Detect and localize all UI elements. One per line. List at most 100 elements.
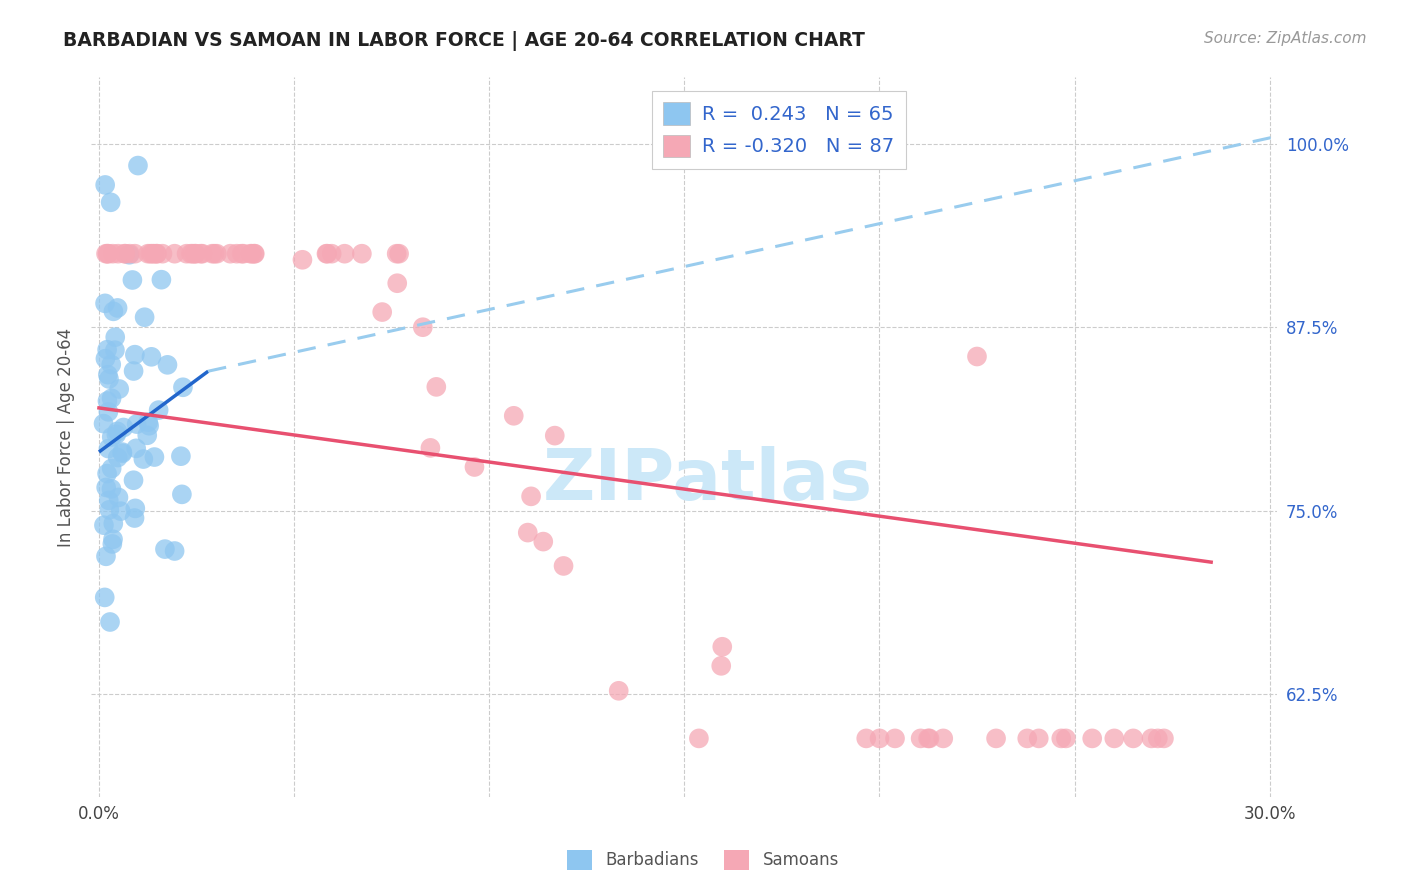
Point (385, 246, 408, 260)
Point (191, 246, 214, 260)
Point (103, 304, 125, 318)
Point (163, 246, 186, 260)
Point (1122, 731, 1144, 746)
Point (1104, 731, 1126, 746)
Point (918, 731, 941, 746)
Point (316, 246, 339, 260)
Point (108, 382, 131, 396)
Point (111, 446, 134, 460)
Point (141, 246, 163, 260)
Point (101, 537, 124, 551)
Point (136, 415, 159, 429)
Point (136, 246, 159, 260)
Point (419, 441, 441, 455)
Point (711, 640, 734, 654)
Point (94, 246, 117, 260)
Point (425, 380, 447, 394)
Point (184, 246, 207, 260)
Point (984, 731, 1007, 746)
Point (107, 301, 129, 315)
Point (170, 487, 193, 501)
Point (553, 558, 575, 573)
Point (180, 246, 202, 260)
Point (100, 392, 122, 406)
Point (855, 731, 877, 746)
Point (156, 358, 179, 372)
Point (138, 418, 160, 433)
Point (516, 525, 538, 540)
Text: ZIPatlas: ZIPatlas (543, 446, 873, 515)
Point (94, 351, 117, 366)
Point (387, 277, 409, 291)
Point (172, 380, 194, 394)
Point (107, 491, 129, 505)
Point (143, 246, 166, 260)
Point (333, 246, 356, 260)
Point (371, 305, 394, 319)
Point (388, 246, 411, 260)
Point (869, 731, 891, 746)
Point (134, 310, 156, 325)
Point (146, 246, 169, 260)
Point (112, 420, 135, 434)
Point (240, 246, 263, 260)
Point (190, 246, 212, 260)
Point (502, 409, 524, 423)
Point (136, 428, 159, 442)
Point (201, 246, 224, 260)
Point (107, 450, 129, 465)
Point (152, 246, 174, 260)
Point (315, 246, 337, 260)
Point (139, 246, 162, 260)
Legend: Barbadians, Samoans: Barbadians, Samoans (561, 843, 845, 877)
Point (107, 246, 129, 260)
Point (141, 350, 163, 364)
Point (125, 442, 148, 456)
Point (97, 368, 120, 382)
Point (1054, 731, 1077, 746)
Point (1140, 731, 1163, 746)
Point (150, 273, 173, 287)
Point (124, 501, 146, 516)
Point (125, 417, 148, 431)
Point (350, 246, 373, 260)
Text: BARBADIAN VS SAMOAN IN LABOR FORCE | AGE 20-64 CORRELATION CHART: BARBADIAN VS SAMOAN IN LABOR FORCE | AGE… (63, 31, 865, 51)
Point (243, 246, 266, 260)
Point (96, 246, 118, 260)
Point (97, 442, 120, 456)
Point (184, 246, 207, 260)
Point (321, 246, 343, 260)
Point (181, 246, 204, 260)
Point (966, 350, 988, 364)
Point (100, 195, 122, 210)
Text: Source: ZipAtlas.com: Source: ZipAtlas.com (1204, 31, 1367, 46)
Point (688, 731, 710, 746)
Point (291, 252, 314, 267)
Point (1081, 731, 1104, 746)
Point (124, 348, 146, 362)
Point (96, 467, 118, 481)
Point (607, 683, 630, 698)
Point (98, 503, 121, 517)
Point (98, 372, 121, 386)
Point (1050, 731, 1073, 746)
Point (94, 549, 117, 564)
Point (910, 731, 932, 746)
Point (94, 296, 117, 310)
Point (232, 246, 254, 260)
Point (204, 246, 226, 260)
Point (710, 658, 733, 673)
Point (114, 246, 136, 260)
Point (97, 493, 120, 508)
Point (96, 394, 118, 409)
Point (97, 405, 120, 419)
Point (100, 358, 122, 372)
Point (170, 449, 193, 463)
Point (93, 591, 115, 605)
Point (110, 504, 132, 518)
Point (225, 246, 247, 260)
Point (124, 246, 146, 260)
Point (105, 427, 128, 442)
Point (243, 246, 266, 260)
Point (122, 364, 145, 378)
